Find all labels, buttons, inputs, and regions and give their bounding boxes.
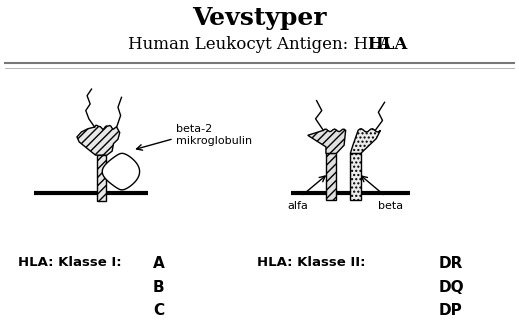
Text: B: B [153,280,165,294]
Text: DP: DP [439,303,462,318]
Text: A: A [153,256,165,271]
Text: Human Leukocyt Antigen: ​HLA: Human Leukocyt Antigen: ​HLA [128,36,391,53]
Text: DQ: DQ [439,280,464,294]
Polygon shape [77,125,120,155]
Text: HLA: Klasse II:: HLA: Klasse II: [257,256,365,269]
Text: beta: beta [378,201,403,211]
Text: HLA: Klasse I:: HLA: Klasse I: [18,256,122,269]
Polygon shape [308,129,346,153]
Text: DR: DR [439,256,463,271]
Bar [97,155,106,201]
Text: alfa: alfa [287,201,308,211]
Text: Vevstyper: Vevstyper [192,6,327,30]
Text: HLA: HLA [367,36,408,53]
Text: C: C [153,303,164,318]
Bar [326,153,336,200]
Polygon shape [350,129,380,153]
Polygon shape [102,153,140,190]
Bar [350,153,361,200]
Text: beta-2
mikroglobulin: beta-2 mikroglobulin [176,124,253,146]
